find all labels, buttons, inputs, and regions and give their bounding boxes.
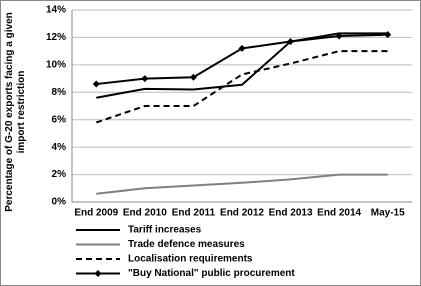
x-tick-label: End 2009 [74, 208, 118, 219]
y-tick-label: 2% [52, 169, 67, 180]
x-tick-label: May-15 [371, 208, 405, 219]
y-tick-label: 12% [46, 32, 66, 43]
legend-label: Trade defence measures [128, 239, 245, 250]
legend-label: Tariff increases [128, 225, 202, 236]
series-line [95, 50, 388, 124]
x-tick-label: End 2010 [123, 208, 167, 219]
point-marker [287, 38, 295, 46]
point-marker [92, 80, 100, 88]
y-tick-label: 0% [52, 197, 67, 208]
point-marker [238, 44, 246, 52]
x-tick-label: End 2013 [269, 208, 313, 219]
y-tick-label: 14% [46, 5, 66, 16]
point-marker [384, 31, 392, 39]
y-tick-label: 8% [52, 87, 67, 98]
x-tick-label: End 2011 [172, 208, 216, 219]
legend-label: "Buy National" public procurement [128, 268, 295, 279]
series-line [96, 32, 388, 99]
x-tick-label: End 2014 [317, 208, 361, 219]
y-tick-label: 4% [52, 142, 67, 153]
y-tick-label: 6% [52, 114, 67, 125]
point-marker [335, 32, 343, 40]
legend-marker [94, 270, 102, 277]
series-line [96, 33, 388, 86]
y-axis-title: Percentage of G-20 exports facing a give… [4, 12, 27, 212]
point-marker [141, 75, 149, 83]
legend-label: Localisation requirements [128, 254, 253, 265]
y-tick-label: 10% [46, 59, 66, 70]
series-line [96, 173, 388, 195]
x-tick-label: End 2012 [220, 208, 264, 219]
point-marker [189, 73, 197, 81]
